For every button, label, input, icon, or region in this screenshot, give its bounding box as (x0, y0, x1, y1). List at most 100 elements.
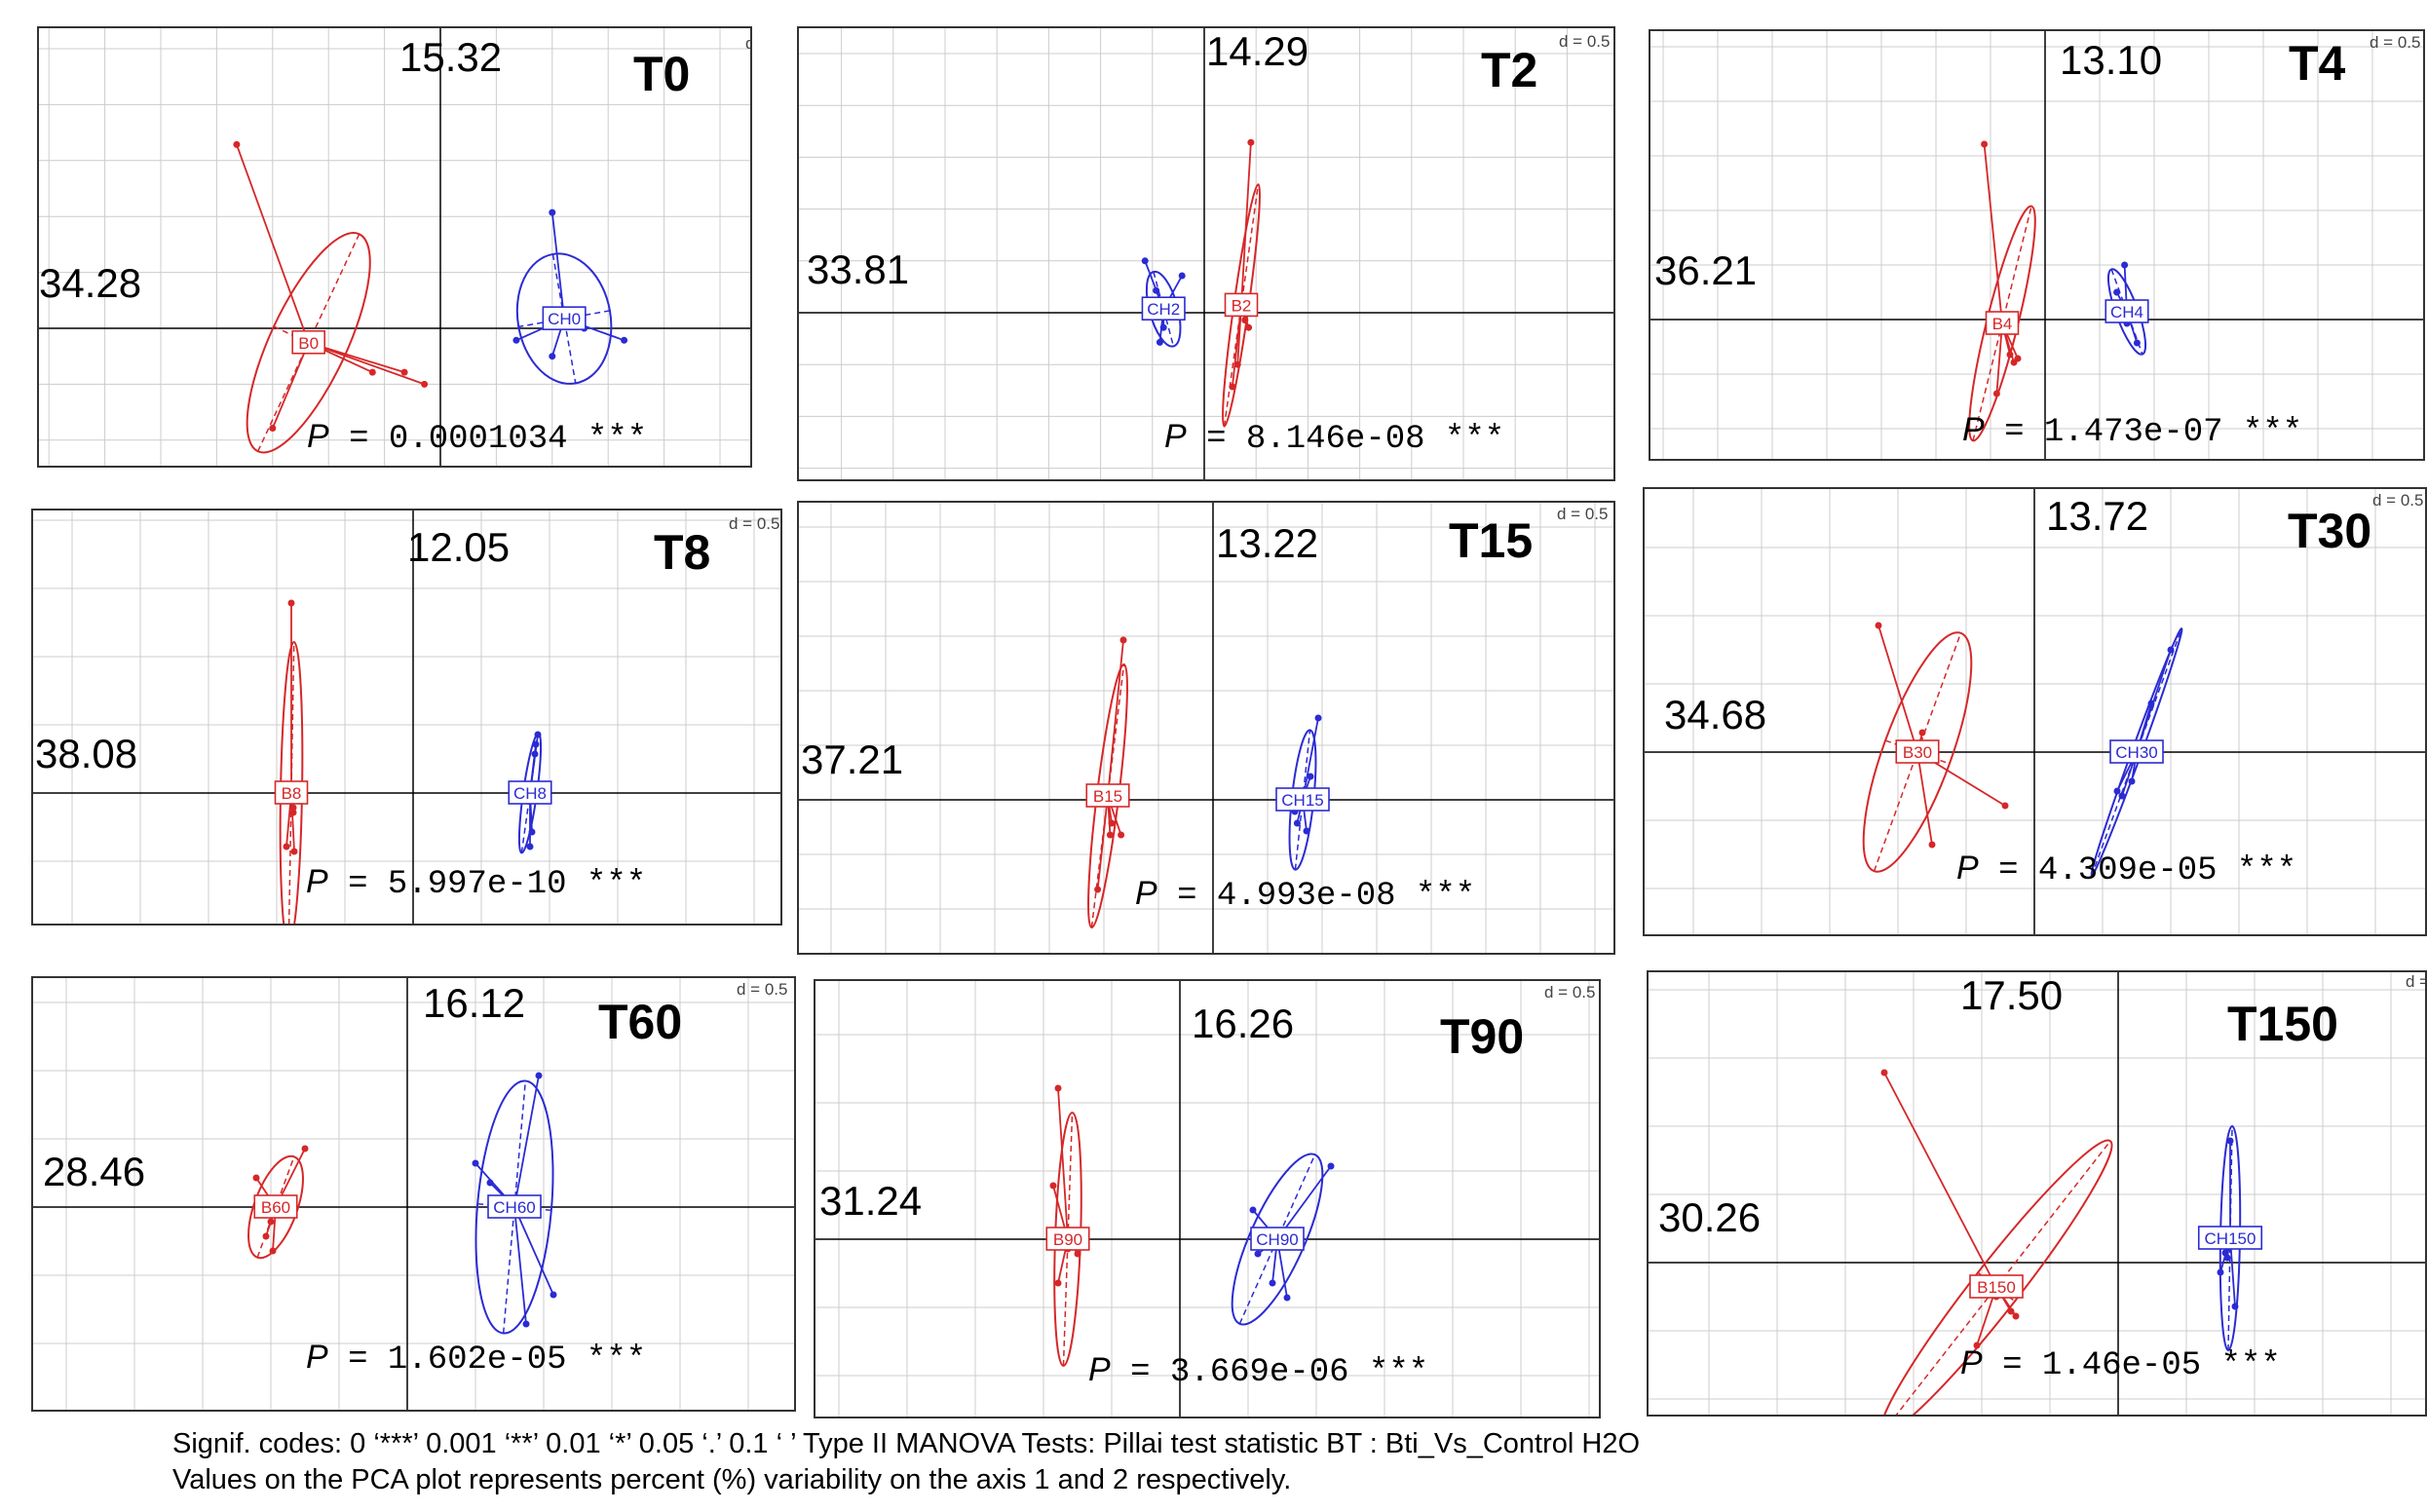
axis-2-variability: 13.22 (1216, 520, 1319, 566)
data-point-CH4 (2113, 288, 2121, 296)
ellipse-B30 (1862, 631, 1973, 873)
grid-scale-label: d = 0.5 (2370, 33, 2421, 52)
grid-scale-label: d = 0.5 (729, 514, 780, 533)
data-point-CH15 (1307, 773, 1314, 780)
manova-p-value: P = 1.473e-07 *** (1962, 411, 2302, 451)
centroid-box-CH2 (1141, 296, 1186, 321)
star-line-B0 (236, 144, 310, 344)
data-point-B150 (2007, 1307, 2015, 1315)
centroid-box-CH15 (1275, 787, 1330, 812)
data-point-B15 (1094, 886, 1102, 893)
panel-title: T15 (1449, 513, 1534, 568)
centroid-label-B8: B8 (282, 784, 302, 803)
data-point-CH150 (2223, 1254, 2231, 1262)
centroid-label-CH4: CH4 (2110, 303, 2143, 321)
centroid-box-B8 (274, 780, 309, 805)
centroid-label-B30: B30 (1903, 743, 1932, 762)
data-point-B8 (287, 599, 295, 607)
p-value-text: = 0.0001034 *** (349, 421, 648, 458)
p-value-text: = 4.993e-08 *** (1177, 878, 1476, 915)
ellipse-minor-axis-CH0 (518, 310, 611, 328)
data-point-B2 (1233, 360, 1241, 368)
pca-panel-t8: B8 CH8 38.08 12.05 T8 d = 0.5 P = 5.997e-10 **… (31, 509, 782, 926)
data-point-CH2 (1156, 338, 1163, 346)
data-point-B8 (283, 843, 290, 850)
centroid-label-CH60: CH60 (493, 1198, 535, 1217)
pca-plot-area: B15 CH15 (799, 503, 1613, 953)
axis-1-variability: 31.24 (819, 1178, 923, 1224)
star-line-CH60 (513, 1075, 540, 1208)
pca-panel-t90: B90 CH90 31.24 16.26 T90 d = 0.5 P = 3.669e-06… (814, 979, 1601, 1418)
centroid-box-CH8 (508, 780, 552, 805)
centroid-label-B4: B4 (1992, 315, 2013, 333)
p-value-text: = 1.602e-05 *** (348, 1342, 647, 1379)
footer-significance-codes: Signif. codes: 0 ‘***’ 0.001 ‘**’ 0.01 ‘… (172, 1428, 1641, 1459)
p-symbol: P (1962, 411, 1985, 448)
data-point-CH15 (1293, 819, 1301, 827)
data-point-CH60 (550, 1291, 557, 1299)
p-value-text: = 4.309e-05 *** (1998, 852, 2297, 889)
axis-2-variability: 14.29 (1206, 28, 1309, 74)
data-point-B15 (1119, 636, 1127, 644)
data-point-CH4 (2121, 261, 2129, 269)
centroid-box-B30 (1895, 739, 1940, 764)
data-point-CH90 (1327, 1162, 1335, 1170)
data-point-CH15 (1303, 827, 1310, 835)
centroid-label-CH30: CH30 (2115, 743, 2157, 762)
centroid-box-B60 (253, 1194, 298, 1219)
data-point-CH2 (1153, 286, 1160, 294)
axis-2-variability: 15.32 (399, 34, 503, 80)
data-point-B2 (1247, 138, 1255, 146)
data-point-CH0 (621, 336, 628, 344)
centroid-label-CH150: CH150 (2205, 1229, 2256, 1248)
data-point-CH60 (522, 1320, 530, 1328)
data-point-CH90 (1283, 1294, 1291, 1302)
data-point-B90 (1074, 1250, 1081, 1258)
p-symbol: P (306, 1339, 328, 1376)
data-point-CH30 (2167, 646, 2175, 654)
p-symbol: P (1135, 875, 1157, 912)
data-point-B15 (1118, 831, 1125, 839)
pca-plot-area: B2 CH2 (799, 28, 1613, 479)
manova-p-value: P = 8.146e-08 *** (1164, 418, 1504, 458)
data-point-B8 (289, 804, 297, 812)
p-value-text: = 8.146e-08 *** (1206, 421, 1505, 458)
axis-1-variability: 36.21 (1654, 247, 1758, 293)
centroid-box-CH60 (487, 1194, 542, 1219)
data-point-CH8 (534, 731, 542, 738)
star-line-B0 (308, 341, 425, 386)
grid-scale-label: d = 0.5 (1559, 32, 1611, 51)
axis-2-variability: 13.10 (2060, 37, 2163, 83)
p-value-text: = 5.997e-10 *** (348, 866, 647, 903)
data-point-B60 (252, 1174, 260, 1182)
data-point-CH8 (528, 828, 536, 836)
data-point-B4 (1992, 390, 2000, 397)
panel-title: T90 (1440, 1009, 1525, 1064)
panel-title: T4 (2289, 36, 2346, 91)
data-point-B0 (233, 140, 241, 148)
data-point-CH8 (531, 750, 539, 758)
manova-p-value: P = 5.997e-10 *** (306, 863, 646, 903)
p-symbol: P (1960, 1344, 1983, 1381)
axis-2-variability: 13.72 (2046, 493, 2149, 539)
data-point-B8 (290, 848, 298, 855)
axis-2-variability: 16.26 (1192, 1001, 1295, 1046)
p-symbol: P (306, 863, 328, 900)
data-point-CH60 (472, 1159, 479, 1167)
star-line-B15 (1096, 795, 1109, 890)
footer-variability-note: Values on the PCA plot represents percen… (172, 1464, 1292, 1495)
axis-1-variability: 38.08 (35, 731, 138, 776)
pca-plot-area: B150 CH150 (1649, 972, 2425, 1415)
grid-scale-label: d = 0 (2406, 972, 2425, 991)
centroid-box-CH90 (1250, 1227, 1305, 1251)
ellipse-major-axis-CH2 (1153, 271, 1175, 347)
pca-panel-t150: B150 CH150 30.26 17.50 T150 d = 0 P = 1.46e-05… (1647, 970, 2427, 1417)
pca-plot-area: B8 CH8 (33, 510, 780, 924)
data-point-CH8 (532, 740, 540, 748)
centroid-box-CH30 (2109, 739, 2164, 764)
axis-1-variability: 34.68 (1664, 692, 1767, 737)
data-point-B90 (1054, 1084, 1062, 1092)
axis-1-variability: 34.28 (39, 260, 142, 306)
axis-2-variability: 16.12 (423, 980, 526, 1026)
data-point-B30 (2001, 802, 2009, 810)
